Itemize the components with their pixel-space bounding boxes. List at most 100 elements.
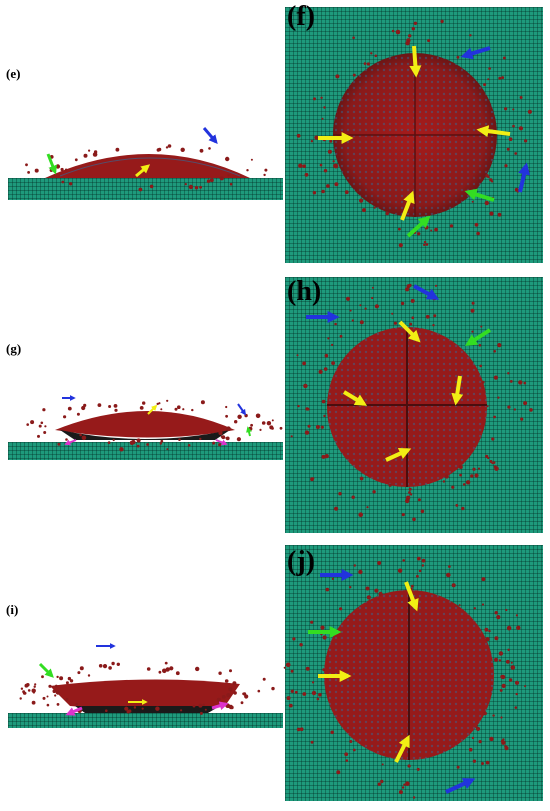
splash-particle (262, 677, 266, 681)
splash-particle (113, 404, 118, 408)
splash-particle (194, 186, 199, 190)
splash-particle (366, 62, 370, 66)
splash-particle (136, 438, 141, 443)
splash-particle (489, 736, 494, 742)
splash-particle (406, 284, 411, 289)
splash-particle (407, 764, 411, 768)
splash-particle (311, 690, 317, 696)
splash-particle (283, 666, 286, 669)
splash-particle (433, 314, 437, 318)
splash-particle (286, 696, 291, 701)
splash-particle (332, 160, 335, 163)
splash-particle (315, 425, 320, 429)
splash-particle (250, 423, 254, 427)
splash-particle (202, 703, 205, 706)
splash-particle (44, 425, 47, 428)
droplet-top-view-f (333, 53, 497, 217)
splash-particle (27, 689, 31, 692)
splash-particle (496, 615, 501, 620)
splash-particle (408, 491, 411, 494)
splash-particle (405, 498, 410, 504)
splash-particle (488, 629, 491, 633)
splash-particle (374, 588, 379, 593)
arrow-icon (400, 190, 415, 221)
splash-particle (494, 611, 498, 615)
arrow-icon (147, 404, 158, 415)
splash-particle (512, 124, 515, 128)
splash-particle (351, 319, 354, 322)
splash-particle (209, 178, 214, 183)
splash-particle (56, 703, 60, 706)
splash-particle (374, 54, 378, 58)
splash-particle (57, 442, 61, 446)
splash-particle (302, 361, 306, 366)
splash-particle (191, 408, 194, 412)
splash-particle (41, 675, 44, 679)
splash-particle (508, 137, 513, 141)
splash-particle (514, 152, 518, 155)
splash-particle (234, 420, 238, 424)
splash-particle (165, 667, 170, 672)
splash-particle (184, 183, 187, 186)
splash-particle (448, 565, 451, 568)
splash-particle (446, 572, 451, 578)
droplet-side-view-i (50, 679, 240, 713)
splash-particle (139, 406, 144, 410)
splash-particle (442, 480, 446, 483)
splash-particle (507, 372, 510, 375)
splash-particle (304, 172, 309, 177)
splash-particle (206, 179, 211, 183)
splash-particle (385, 211, 390, 216)
splash-particle (226, 426, 231, 432)
splash-particle (349, 309, 352, 312)
splash-particle (63, 415, 67, 419)
splash-particle (208, 147, 211, 150)
splash-particle (325, 587, 330, 592)
splash-particle (200, 400, 205, 405)
splash-particle (416, 556, 421, 561)
splash-particle (65, 438, 68, 441)
splash-particle (487, 175, 490, 179)
splash-particle (226, 693, 231, 698)
splash-particle (374, 304, 379, 309)
splash-particle (218, 443, 222, 447)
splash-particle (192, 704, 196, 708)
splash-particle (359, 198, 364, 203)
splash-particle (424, 225, 429, 230)
splash-particle (477, 467, 481, 470)
splash-particle (508, 678, 513, 682)
splash-particle (459, 473, 462, 477)
splash-particle (37, 434, 40, 438)
splash-particle (230, 705, 234, 710)
splash-particle (353, 564, 356, 567)
splash-particle (338, 492, 342, 496)
splash-particle (77, 671, 81, 675)
splash-particle (377, 561, 382, 565)
splash-particle (489, 460, 493, 463)
splash-particle (59, 676, 64, 681)
splash-particle (470, 474, 474, 478)
splash-particle (292, 637, 296, 641)
splash-particle (420, 509, 425, 514)
splash-particle (67, 406, 72, 411)
splash-particle (432, 324, 435, 327)
splash-particle (46, 695, 49, 698)
arrow-icon (211, 701, 229, 711)
splash-particle (124, 706, 129, 711)
splash-particle (498, 651, 504, 656)
splash-particle (240, 701, 244, 705)
arrow-icon (135, 164, 151, 178)
splash-particle (336, 770, 341, 775)
splash-particle (478, 740, 482, 744)
splash-particle (199, 437, 202, 441)
splash-particle (524, 685, 527, 688)
splash-particle (492, 714, 495, 717)
splash-particle (500, 674, 506, 680)
arrow-icon (409, 45, 422, 78)
splash-particle (55, 164, 61, 169)
splash-particle (430, 229, 433, 232)
splash-particle (434, 284, 438, 287)
splash-particle (481, 762, 484, 765)
splash-particle (498, 659, 502, 662)
